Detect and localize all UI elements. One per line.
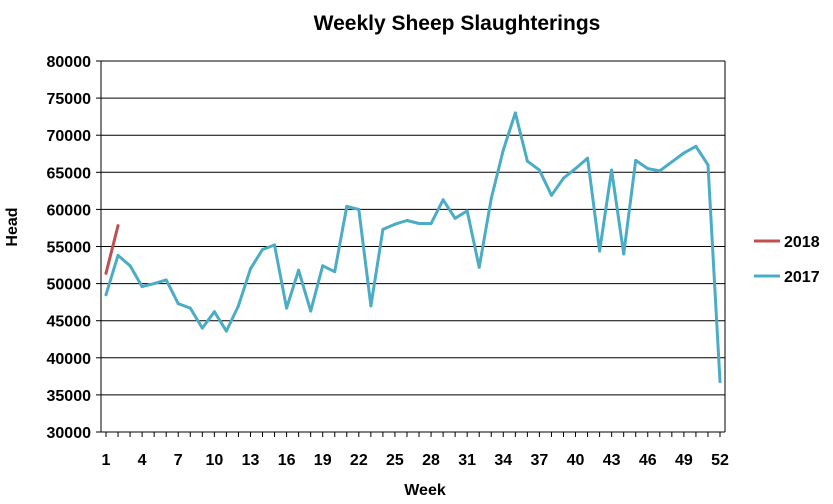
data-point bbox=[429, 221, 433, 225]
x-tick-label: 13 bbox=[242, 452, 260, 469]
y-tick-label: 65000 bbox=[47, 165, 92, 182]
data-point bbox=[561, 176, 565, 180]
data-point bbox=[309, 309, 313, 313]
x-tick-label: 7 bbox=[174, 452, 183, 469]
y-axis-label: Head bbox=[4, 207, 21, 246]
data-point bbox=[261, 247, 265, 251]
data-point bbox=[369, 304, 373, 308]
x-tick-label: 1 bbox=[102, 452, 111, 469]
series-line-2017 bbox=[104, 111, 722, 383]
data-point bbox=[610, 168, 614, 172]
y-tick-label: 30000 bbox=[47, 425, 92, 442]
data-point bbox=[116, 224, 120, 228]
data-point bbox=[417, 221, 421, 225]
data-point bbox=[489, 196, 493, 200]
data-point bbox=[128, 264, 132, 268]
data-point bbox=[549, 193, 553, 197]
data-point bbox=[200, 326, 204, 330]
x-tick-label: 19 bbox=[314, 452, 332, 469]
data-point bbox=[333, 270, 337, 274]
data-point bbox=[513, 111, 517, 115]
data-point bbox=[357, 207, 361, 211]
y-tick-label: 70000 bbox=[47, 128, 92, 145]
y-tick-label: 45000 bbox=[47, 314, 92, 331]
chart-title: Weekly Sheep Slaughterings bbox=[314, 12, 601, 35]
y-tick-label: 75000 bbox=[47, 91, 92, 108]
data-point bbox=[574, 167, 578, 171]
x-tick-label: 28 bbox=[422, 452, 440, 469]
data-point bbox=[152, 282, 156, 286]
y-tick-label: 80000 bbox=[47, 54, 92, 71]
data-point bbox=[706, 163, 710, 167]
y-tick-label: 40000 bbox=[47, 351, 92, 368]
y-tick-label: 60000 bbox=[47, 202, 92, 219]
data-point bbox=[273, 243, 277, 247]
y-tick-label: 50000 bbox=[47, 277, 92, 294]
x-tick-label: 40 bbox=[567, 452, 585, 469]
series-line-2018 bbox=[104, 224, 120, 275]
x-tick-label: 34 bbox=[494, 452, 512, 469]
data-point bbox=[441, 198, 445, 202]
data-point bbox=[176, 302, 180, 306]
data-point bbox=[682, 151, 686, 155]
data-point bbox=[670, 160, 674, 164]
y-tick-label: 55000 bbox=[47, 240, 92, 257]
data-point bbox=[116, 253, 120, 257]
data-point bbox=[345, 204, 349, 208]
legend-label: 2017 bbox=[784, 269, 820, 286]
data-point bbox=[634, 158, 638, 162]
data-point bbox=[212, 310, 216, 314]
data-point bbox=[236, 304, 240, 308]
x-tick-label: 16 bbox=[278, 452, 296, 469]
x-tick-label: 10 bbox=[205, 452, 223, 469]
data-point bbox=[477, 265, 481, 269]
data-point bbox=[465, 209, 469, 213]
gridlines bbox=[101, 60, 726, 433]
data-point bbox=[321, 264, 325, 268]
data-point bbox=[104, 293, 108, 297]
data-point bbox=[586, 156, 590, 160]
x-tick-label: 52 bbox=[711, 452, 729, 469]
legend: 2018 2017 bbox=[754, 234, 820, 286]
x-axis-label: Week bbox=[404, 482, 446, 499]
data-point bbox=[140, 285, 144, 289]
data-point bbox=[381, 227, 385, 231]
plot-series bbox=[104, 111, 722, 384]
data-point bbox=[224, 329, 228, 333]
x-tick-label: 31 bbox=[458, 452, 476, 469]
data-point bbox=[297, 268, 301, 272]
data-point bbox=[188, 306, 192, 310]
x-tick-label: 22 bbox=[350, 452, 368, 469]
data-point bbox=[718, 380, 722, 384]
data-point bbox=[501, 148, 505, 152]
x-tick-label: 43 bbox=[603, 452, 621, 469]
data-point bbox=[598, 249, 602, 253]
data-point bbox=[393, 222, 397, 226]
x-tick-label: 25 bbox=[386, 452, 404, 469]
data-point bbox=[646, 167, 650, 171]
data-point bbox=[248, 267, 252, 271]
y-axis: 30000 35000 40000 45000 50000 55000 60000 65000… bbox=[47, 54, 102, 442]
data-point bbox=[694, 144, 698, 148]
data-point bbox=[104, 271, 108, 275]
data-point bbox=[622, 252, 626, 256]
data-point bbox=[285, 306, 289, 310]
x-axis: 1 4 7 10 13 16 19 22 25 28 31 34 37 40 43 46 49 52 bbox=[101, 431, 729, 469]
x-tick-label: 49 bbox=[675, 452, 693, 469]
data-point bbox=[453, 216, 457, 220]
data-point bbox=[525, 159, 529, 163]
x-tick-label: 37 bbox=[531, 452, 549, 469]
x-tick-label: 4 bbox=[138, 452, 147, 469]
data-point bbox=[658, 169, 662, 173]
data-point bbox=[164, 278, 168, 282]
data-point bbox=[405, 219, 409, 223]
x-tick-label: 46 bbox=[639, 452, 657, 469]
data-point bbox=[537, 168, 541, 172]
legend-label: 2018 bbox=[784, 234, 820, 251]
y-tick-label: 35000 bbox=[47, 388, 92, 405]
